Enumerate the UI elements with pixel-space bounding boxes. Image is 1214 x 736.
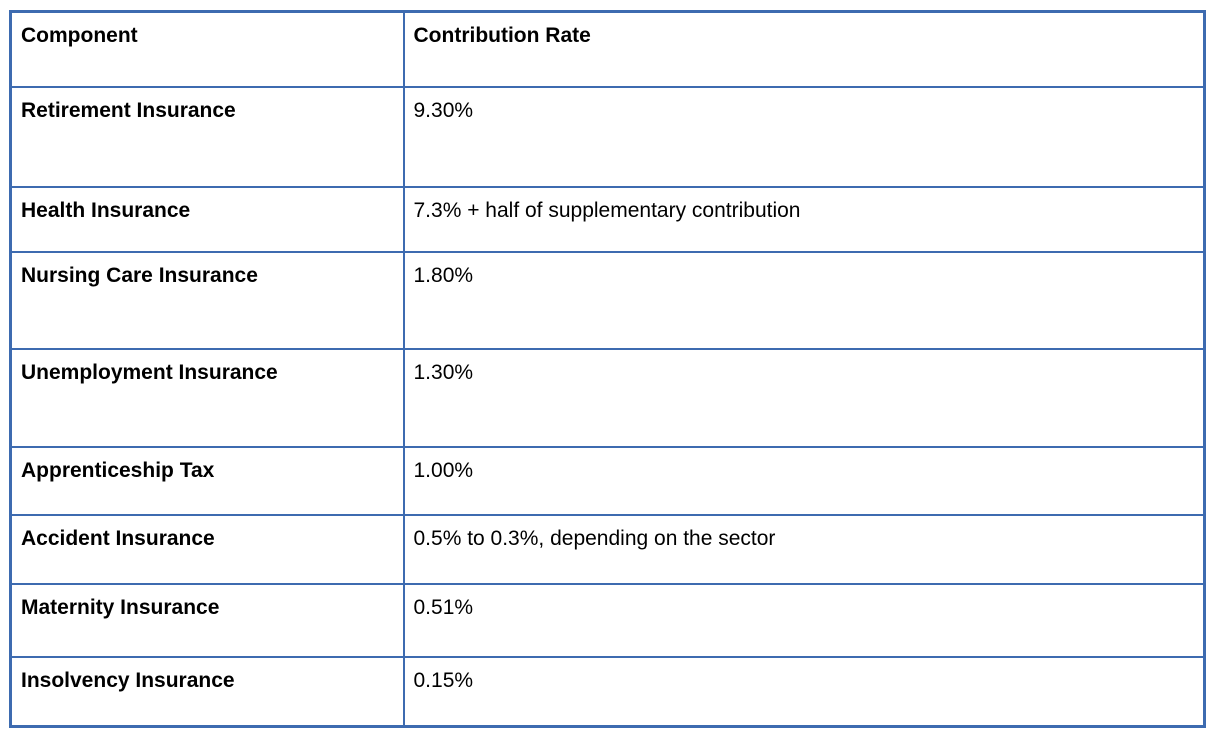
rate-cell: 0.15%: [402, 655, 1206, 728]
table-row: Apprenticeship Tax 1.00%: [9, 445, 1206, 516]
component-cell: Nursing Care Insurance: [9, 250, 405, 350]
column-header-contribution-rate: Contribution Rate: [402, 10, 1206, 88]
rate-cell: 7.3% + half of supplementary contributio…: [402, 185, 1206, 253]
component-cell: Health Insurance: [9, 185, 405, 253]
table-row: Maternity Insurance 0.51%: [9, 582, 1206, 658]
rate-cell: 1.30%: [402, 347, 1206, 448]
table-header-row: Component Contribution Rate: [9, 10, 1206, 88]
table-row: Unemployment Insurance 1.30%: [9, 347, 1206, 448]
rate-cell: 9.30%: [402, 85, 1206, 188]
rate-cell: 0.51%: [402, 582, 1206, 658]
table-row: Nursing Care Insurance 1.80%: [9, 250, 1206, 350]
component-cell: Unemployment Insurance: [9, 347, 405, 448]
rate-cell: 0.5% to 0.3%, depending on the sector: [402, 513, 1206, 585]
component-cell: Insolvency Insurance: [9, 655, 405, 728]
rate-cell: 1.80%: [402, 250, 1206, 350]
table-row: Insolvency Insurance 0.15%: [9, 655, 1206, 728]
component-cell: Retirement Insurance: [9, 85, 405, 188]
column-header-component: Component: [9, 10, 405, 88]
contribution-rates-table: Component Contribution Rate Retirement I…: [9, 10, 1206, 728]
component-cell: Maternity Insurance: [9, 582, 405, 658]
table-row: Retirement Insurance 9.30%: [9, 85, 1206, 188]
table-row: Accident Insurance 0.5% to 0.3%, dependi…: [9, 513, 1206, 585]
component-cell: Accident Insurance: [9, 513, 405, 585]
component-cell: Apprenticeship Tax: [9, 445, 405, 516]
table-row: Health Insurance 7.3% + half of suppleme…: [9, 185, 1206, 253]
rate-cell: 1.00%: [402, 445, 1206, 516]
